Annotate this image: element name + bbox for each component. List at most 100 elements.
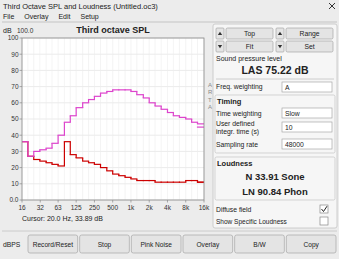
x-tick-label: 32: [37, 204, 45, 211]
x-tick: [130, 200, 131, 203]
toolbar-separator: [2, 231, 337, 232]
checkbox: [320, 217, 328, 225]
step-level: [28, 156, 34, 157]
grid-line-x: [58, 38, 59, 200]
step-level: [186, 118, 192, 119]
y-tick: [20, 54, 23, 55]
grid-line-x: [88, 38, 89, 200]
step-riser: [51, 143, 52, 148]
x-tick: [94, 200, 95, 203]
step-level: [192, 122, 198, 123]
checkbox: [320, 205, 328, 213]
setting-label: Freq. weighting: [216, 83, 263, 91]
arrow-button: [216, 41, 224, 52]
step-riser: [70, 116, 71, 122]
checkbox-check: [322, 206, 328, 211]
toolbar-button-label: Stop: [98, 241, 112, 249]
step-level: [119, 175, 125, 176]
step-level: [89, 99, 95, 100]
axes: 1632631252505001k2k4k8k16k0.010203040506…: [8, 34, 210, 210]
step-level: [89, 162, 95, 163]
step-level: [83, 102, 89, 103]
arrow-icon: [278, 45, 282, 48]
step-level: [113, 89, 119, 90]
grid-line-x: [39, 38, 40, 200]
x-tick: [112, 200, 113, 203]
y-tick: [20, 167, 23, 168]
vertical-label: ARTA: [208, 82, 213, 111]
arrow-icon: [278, 32, 282, 35]
toolbar-button: [183, 235, 233, 253]
x-tick-label: 4k: [164, 204, 172, 211]
dropdown: [282, 108, 332, 118]
x-tick-label: 63: [54, 204, 62, 211]
step-level: [173, 182, 179, 183]
toolbar-button: [131, 235, 181, 253]
step-riser: [70, 142, 71, 155]
y-tick-label: 100: [8, 34, 19, 41]
y-tick: [20, 102, 23, 103]
x-tick-label: 500: [107, 204, 118, 211]
grid-line-y: [22, 119, 204, 120]
step-level: [70, 154, 76, 155]
panel-button: [286, 28, 333, 39]
toolbar-label: dBPS: [3, 241, 21, 248]
x-tick-label: 16k: [199, 204, 210, 211]
checkbox-label: Show Specific Loudness: [216, 218, 288, 226]
y-tick-label: 70: [11, 83, 19, 90]
y-tick-label: 10: [11, 180, 19, 187]
step-level: [137, 180, 144, 181]
step-level: [197, 182, 204, 183]
grid-line-x: [100, 38, 101, 200]
window: Third Octave SPL and Loudness (Untitled.…: [0, 0, 339, 259]
loudness-value: N 33.91 Sone: [245, 171, 304, 182]
step-level: [197, 182, 204, 183]
grid-line-y: [22, 167, 204, 168]
grid: [22, 38, 204, 200]
step-riser: [27, 142, 28, 157]
loudness-box: [215, 157, 335, 200]
dropdown: [282, 139, 332, 149]
step-level: [143, 97, 149, 98]
x-tick-label: 8k: [182, 204, 190, 211]
step-level: [52, 143, 58, 144]
x-tick: [58, 200, 59, 203]
step-level: [155, 182, 161, 183]
x-tick-label: 16: [18, 204, 26, 211]
y-tick: [20, 119, 23, 120]
section-label: Loudness: [217, 159, 252, 168]
grid-line-x: [197, 38, 198, 200]
x-tick-label: 125: [71, 204, 82, 211]
step-level: [64, 141, 70, 142]
step-level: [83, 161, 89, 162]
step-level: [119, 89, 125, 90]
grid-line-y: [22, 183, 204, 184]
step-level: [22, 141, 28, 142]
toolbar-button: [235, 235, 285, 253]
series: [22, 142, 204, 183]
step-level: [34, 151, 40, 152]
window-title: Third Octave SPL and Loudness (Untitled.…: [3, 2, 158, 11]
arrow-button: [216, 28, 224, 39]
x-tick-label: 2k: [146, 204, 154, 211]
x-tick-label: 1k: [128, 204, 136, 211]
setting-label: Time weighting: [216, 110, 262, 118]
top-value-label: 100.0: [17, 27, 34, 34]
grid-line-y: [22, 102, 204, 103]
step-level: [101, 167, 107, 168]
step-level: [46, 162, 52, 163]
step-level: [94, 96, 100, 97]
step-level: [131, 91, 137, 92]
step-level: [58, 165, 64, 166]
step-level: [46, 148, 52, 149]
toolbar-button-label: B/W: [253, 241, 266, 248]
y-tick: [20, 183, 23, 184]
step-level: [22, 141, 28, 142]
y-tick-label: 0.0: [9, 196, 18, 203]
grid-line-x: [173, 38, 174, 200]
control-panel: TopRangeFitSetSound pressure levelLAS 75…: [213, 24, 337, 228]
cursor-label: Cursor: 20.0 Hz, 33.89 dB: [22, 215, 103, 222]
grid-line-y: [22, 86, 204, 87]
step-level: [70, 115, 76, 116]
plot-area: [22, 38, 204, 200]
